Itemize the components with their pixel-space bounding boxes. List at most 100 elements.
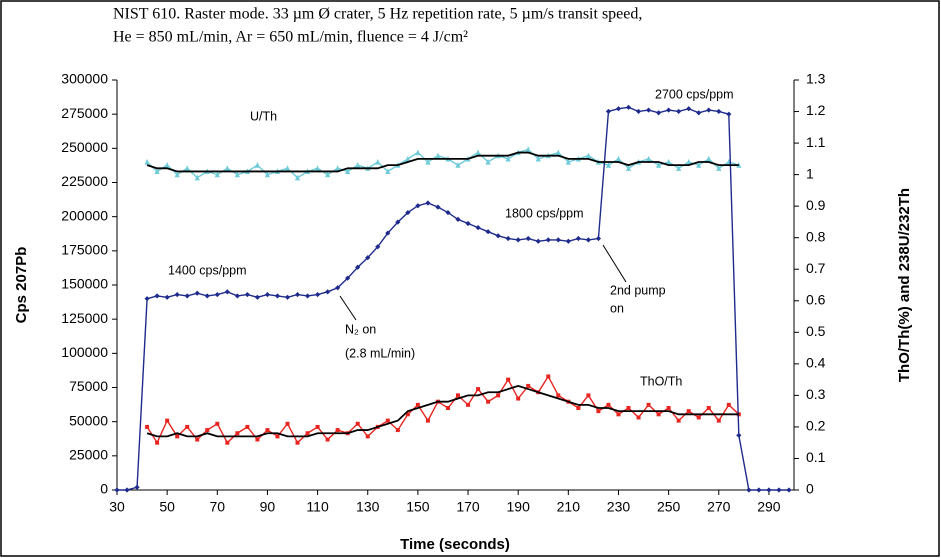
- y-tick-label: 250000: [61, 139, 108, 155]
- point: [586, 393, 591, 398]
- point: [155, 440, 160, 445]
- point: [184, 293, 190, 299]
- y2-tick-label: 1.3: [806, 71, 826, 87]
- point: [515, 237, 521, 243]
- point: [295, 440, 300, 445]
- point: [625, 104, 632, 110]
- point: [475, 149, 481, 156]
- point: [565, 158, 571, 165]
- point: [545, 237, 551, 243]
- point: [235, 431, 240, 436]
- point: [756, 487, 762, 493]
- point: [184, 165, 190, 171]
- y-tick-label: 275000: [61, 105, 108, 121]
- x-tick-label: 190: [507, 499, 531, 515]
- point: [245, 424, 250, 429]
- y2-axis-title: ThO/Th(%) and 238U/232Th: [896, 188, 913, 382]
- point: [635, 108, 642, 115]
- point: [656, 162, 662, 168]
- point: [314, 291, 321, 298]
- point: [405, 155, 411, 162]
- point: [776, 487, 782, 493]
- point: [676, 418, 681, 423]
- point: [185, 424, 190, 429]
- point: [466, 402, 471, 407]
- y2-tick-label: 0.9: [806, 197, 826, 213]
- x-tick-label: 230: [607, 499, 631, 515]
- point: [726, 111, 732, 117]
- x-tick-label: 90: [260, 499, 276, 515]
- point: [325, 289, 331, 295]
- point: [595, 235, 602, 242]
- point: [786, 487, 792, 493]
- point: [615, 106, 622, 112]
- point: [194, 290, 200, 296]
- point: [154, 293, 160, 299]
- point: [164, 162, 170, 168]
- point: [415, 402, 420, 407]
- x-tick-label: 130: [356, 499, 380, 515]
- x-tick-label: 210: [557, 499, 581, 515]
- point: [335, 285, 341, 291]
- point: [506, 377, 511, 382]
- point: [686, 158, 692, 165]
- point: [284, 294, 291, 300]
- point: [345, 168, 351, 175]
- annotation: 2nd pump: [610, 283, 666, 297]
- series-line: [146, 384, 739, 438]
- point: [114, 487, 120, 493]
- point: [195, 437, 200, 442]
- y-tick-label: 100000: [61, 344, 108, 360]
- point: [294, 174, 301, 181]
- point: [385, 168, 391, 175]
- point: [465, 220, 471, 227]
- y-tick-label: 200000: [61, 207, 108, 223]
- y-tick-label: 175000: [61, 242, 108, 258]
- y-tick-label: 50000: [69, 412, 108, 428]
- x-tick-label: 170: [456, 499, 480, 515]
- leader-line: [602, 244, 627, 283]
- point: [254, 294, 261, 300]
- y-axis-title: Cps 207Pb: [13, 247, 30, 324]
- point: [556, 393, 561, 398]
- point: [456, 393, 461, 398]
- point: [284, 165, 291, 171]
- point: [244, 291, 250, 298]
- point: [676, 108, 682, 115]
- leader-line: [339, 295, 357, 321]
- x-tick-label: 270: [707, 499, 731, 515]
- point: [525, 235, 531, 242]
- point: [656, 412, 661, 417]
- point: [526, 383, 531, 388]
- point: [445, 406, 450, 410]
- y2-tick-label: 0.5: [806, 323, 826, 339]
- point: [205, 428, 210, 433]
- point: [686, 106, 692, 112]
- y2-tick-label: 0.4: [806, 355, 826, 371]
- point: [144, 158, 150, 165]
- point: [505, 155, 511, 162]
- annotation: U/Th: [250, 109, 277, 123]
- point: [535, 238, 541, 244]
- y2-tick-label: 0.1: [806, 449, 826, 465]
- point: [405, 209, 411, 216]
- point: [486, 399, 491, 404]
- point: [505, 235, 511, 242]
- point: [676, 165, 682, 171]
- y-tick-label: 225000: [61, 173, 108, 189]
- point: [516, 396, 521, 401]
- point: [355, 264, 361, 270]
- point: [304, 293, 311, 299]
- point: [425, 158, 431, 165]
- point: [325, 437, 330, 442]
- point: [445, 209, 451, 216]
- annotation: 2700 cps/ppm: [655, 87, 734, 101]
- point: [275, 434, 280, 439]
- point: [716, 108, 722, 115]
- point: [455, 216, 461, 222]
- point: [365, 434, 370, 439]
- point: [696, 415, 701, 420]
- annotation: ThO/Th: [640, 374, 682, 388]
